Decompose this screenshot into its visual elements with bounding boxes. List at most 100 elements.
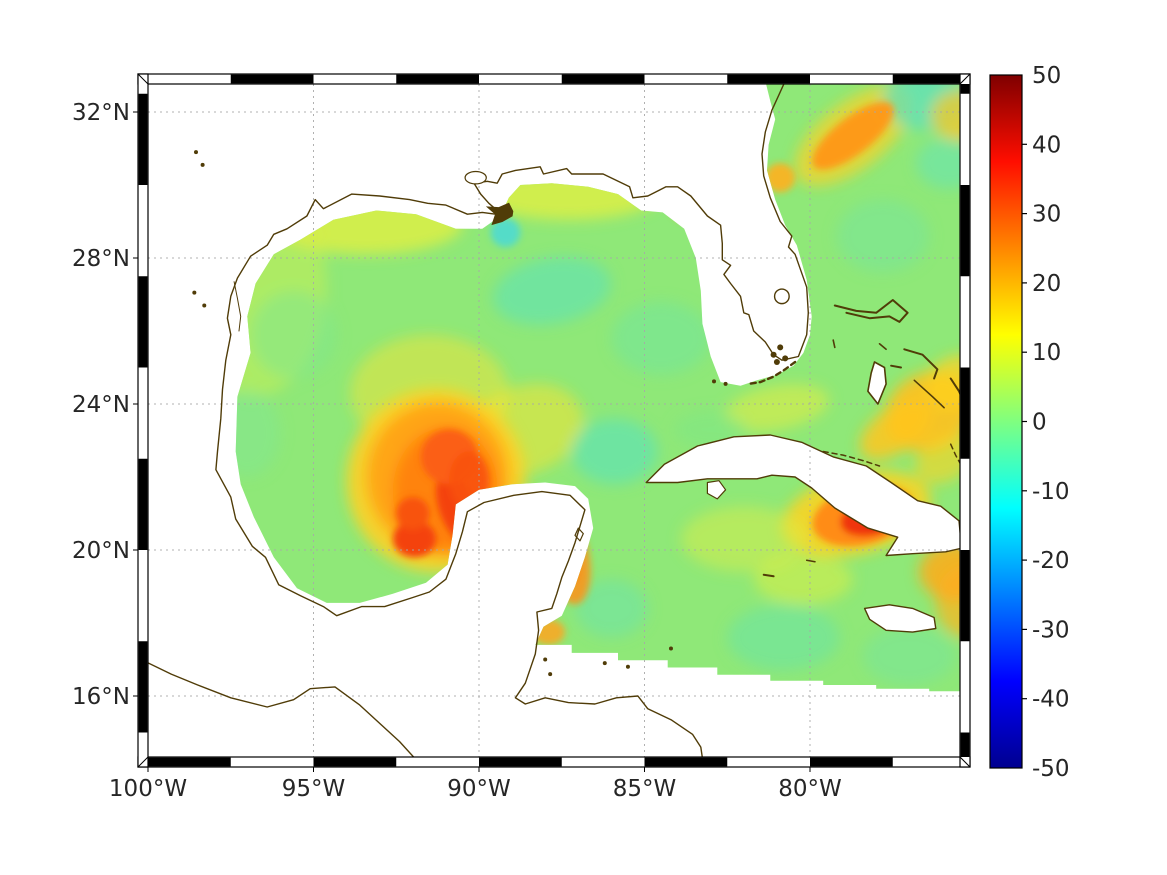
x-tick-label: 85°W — [613, 776, 677, 802]
coastline-berry-islands — [878, 343, 887, 351]
frame-segment — [138, 93, 148, 185]
coastline-new-providence — [890, 364, 902, 369]
colorbar-tick-label: 20 — [1032, 271, 1061, 297]
anomaly-blob-soft — [680, 506, 807, 572]
frame-segment — [561, 74, 645, 84]
coastline-grand-cayman — [762, 573, 775, 578]
landfill-mississippi-delta — [485, 202, 514, 226]
frame-segment — [313, 757, 397, 767]
anomaly-blob-soft — [611, 301, 711, 375]
islet-dot-small-islets — [602, 661, 607, 666]
coastline-bimini — [832, 339, 836, 349]
x-tick-label: 90°W — [447, 776, 511, 802]
coastline-us-gulf-mexico-caribbean-coast — [215, 84, 809, 757]
frame-corner-miter — [959, 756, 971, 768]
coastline-little-cayman — [805, 559, 816, 563]
frame-segment — [960, 550, 970, 642]
anomaly-blob-soft — [574, 579, 648, 638]
islet-dot-everglades-mangrove — [777, 344, 784, 351]
coastline-jamaica — [863, 604, 937, 633]
frame-corner-miter — [959, 73, 971, 85]
anomaly-blob-soft — [915, 137, 960, 189]
frame-segment — [892, 74, 960, 84]
coastline-cat-island — [949, 377, 960, 396]
anomaly-blob-soft — [250, 290, 337, 379]
colorbar-tick-label: 10 — [1032, 340, 1061, 366]
frame-segment — [644, 757, 728, 767]
islet-dot-small-islets — [723, 381, 728, 386]
y-tick-label: 24°N — [72, 392, 130, 418]
anomaly-blob-soft — [235, 389, 281, 478]
colorbar-tick-label: -50 — [1032, 756, 1070, 782]
islet-dot-small-islets — [625, 664, 630, 669]
islet-dot-small-islets — [974, 400, 978, 404]
y-tick-label: 28°N — [72, 246, 130, 272]
colorbar-tick-label: -20 — [1032, 548, 1070, 574]
islet-dot-small-islets — [193, 150, 198, 155]
island-chain-ragged-island-chain — [949, 443, 960, 465]
islet-dot-small-islets — [548, 672, 553, 677]
frame-segment — [396, 74, 479, 84]
frame-segment — [138, 276, 148, 368]
frame-corner-miter — [137, 73, 149, 85]
frame-segment — [960, 185, 970, 277]
anomaly-blob-soft — [492, 256, 611, 325]
coastline-pacific-coast-mexico — [148, 662, 415, 757]
anomaly-blob-core — [392, 520, 436, 558]
colorbar-tick-label: -30 — [1032, 617, 1070, 643]
coastline-grand-bahama-abaco — [833, 299, 909, 323]
anomaly-blob-soft — [925, 354, 960, 410]
coastline-andros — [867, 361, 887, 405]
anomaly-blob-soft — [571, 418, 658, 485]
frame-segment — [960, 84, 970, 94]
coastline-texas-laguna-madre-barrier — [233, 281, 242, 332]
lake-lake-pontchartrain — [464, 170, 487, 185]
frame-segment — [960, 367, 970, 459]
y-tick-label: 32°N — [72, 100, 130, 126]
coastline-eleuthera — [903, 348, 939, 380]
anomaly-blob-soft — [915, 433, 960, 484]
anomaly-blob-core — [396, 497, 430, 530]
frame-segment — [479, 757, 562, 767]
anomaly-blob-core — [765, 163, 796, 193]
anomaly-blob-core — [812, 101, 894, 170]
coastline-cuba — [645, 434, 960, 557]
islet-dot-small-islets — [192, 290, 197, 295]
anomaly-blob-soft — [727, 604, 840, 671]
anomaly-blob-soft — [836, 199, 930, 273]
anomaly-blob-soft — [859, 399, 933, 460]
y-tick-label: 16°N — [72, 684, 130, 710]
x-tick-label: 80°W — [778, 776, 842, 802]
colorbar-tick-label: 0 — [1032, 410, 1047, 436]
anomaly-blob-core — [490, 217, 521, 248]
map-frame — [137, 73, 971, 768]
frame-segment — [138, 641, 148, 733]
islet-dot-small-islets — [712, 379, 717, 384]
anomaly-blob-soft — [753, 553, 854, 605]
anomaly-blob-soft — [862, 626, 956, 686]
y-tick-label: 20°N — [72, 538, 130, 564]
islet-dot-small-islets — [202, 303, 207, 308]
islet-dot-small-islets — [200, 162, 205, 167]
frame-bar — [137, 73, 149, 768]
colorbar-tick-label: 50 — [1032, 63, 1061, 89]
anomaly-blob-soft — [724, 384, 830, 432]
colorbar-tick-label: 40 — [1032, 132, 1061, 158]
anomaly-blob-soft — [919, 542, 960, 602]
frame-segment — [148, 757, 231, 767]
colorbar: 50 40 30 20 10 0 -10 -20 -30 -40 -50 — [989, 63, 1070, 782]
islet-dot-everglades-mangrove — [773, 359, 780, 366]
islet-dot-everglades-mangrove — [770, 351, 777, 358]
frame-segment — [230, 74, 314, 84]
anomaly-blob-soft — [270, 195, 463, 255]
lake-lake-okeechobee — [773, 288, 790, 305]
anomaly-blob-core — [449, 451, 489, 510]
islet-dot-everglades-mangrove — [782, 355, 789, 362]
frame-segment — [727, 74, 810, 84]
islands-layer — [575, 362, 960, 633]
colorbar-tick-label: -40 — [1032, 687, 1070, 713]
islet-dot-small-islets — [543, 657, 548, 662]
coastline-exuma-cays — [913, 379, 945, 409]
